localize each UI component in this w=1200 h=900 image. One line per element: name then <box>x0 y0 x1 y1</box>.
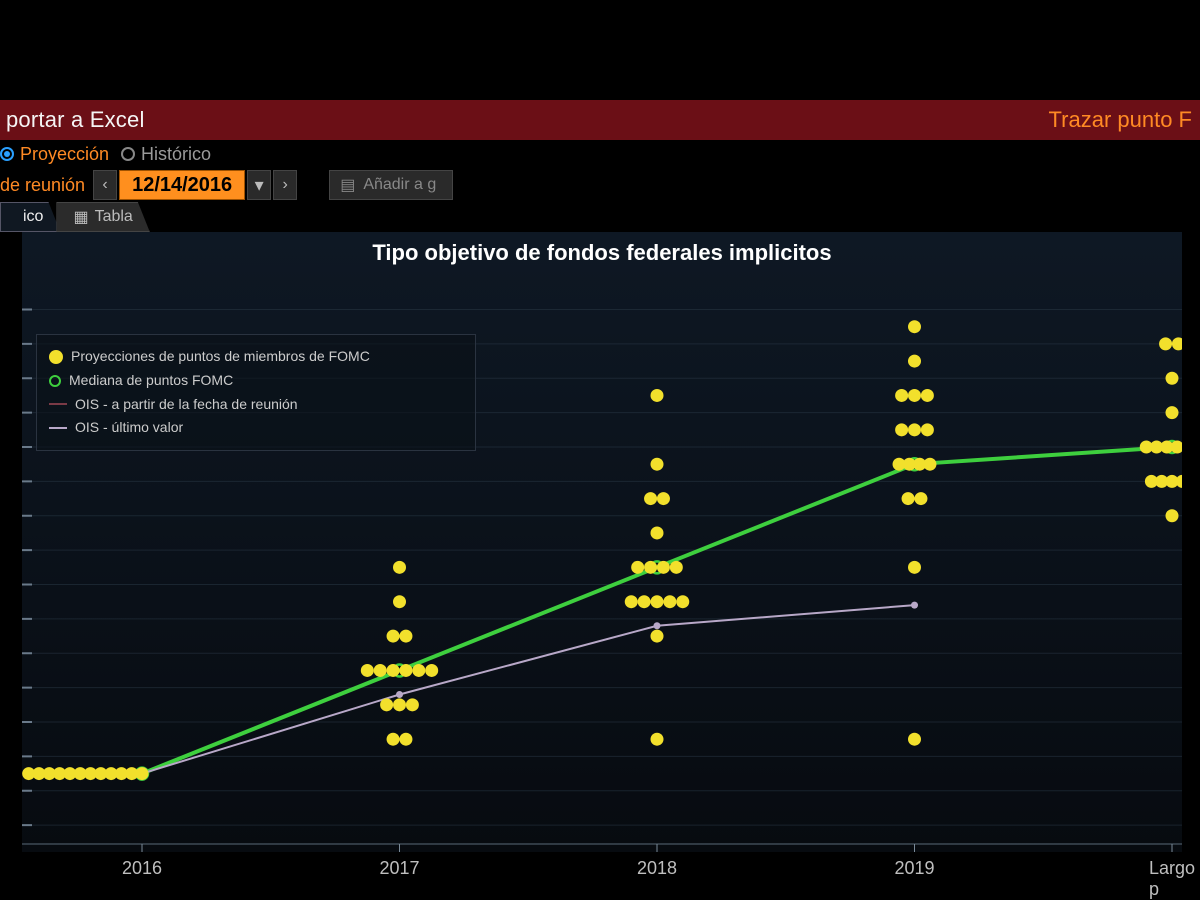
radio-dot-icon <box>121 147 135 161</box>
legend-label: OIS - a partir de la fecha de reunión <box>75 393 298 417</box>
legend-item: OIS - a partir de la fecha de reunión <box>49 393 463 417</box>
projection-radio-label: Proyección <box>20 144 109 165</box>
legend-label: OIS - último valor <box>75 416 183 440</box>
chevron-down-icon: ▾ <box>255 175 264 196</box>
x-tick-label: 2017 <box>379 858 419 879</box>
x-tick-label: 2019 <box>894 858 934 879</box>
chart-panel: Tipo objetivo de fondos federales implic… <box>22 232 1182 852</box>
tab-table-label: Tabla <box>95 208 133 226</box>
legend-swatch-dot <box>49 350 63 364</box>
legend-label: Mediana de puntos FOMC <box>69 369 233 393</box>
legend-item: OIS - último valor <box>49 416 463 440</box>
chart-legend: Proyecciones de puntos de miembros de FO… <box>36 334 476 451</box>
export-excel-button[interactable]: portar a Excel <box>0 107 163 133</box>
meeting-date-label: de reunión <box>0 175 91 196</box>
date-prev-button[interactable]: ‹ <box>93 170 117 200</box>
chevron-left-icon: ‹ <box>102 176 107 194</box>
meeting-date-row: de reunión ‹ 12/14/2016 ▾ › ▤ Añadir a g <box>0 168 453 202</box>
trace-point-label[interactable]: Trazar punto F <box>1049 107 1200 133</box>
tab-chart[interactable]: ico <box>0 202 60 232</box>
mode-radio-group: Proyección Histórico <box>0 140 211 168</box>
top-toolbar: portar a Excel Trazar punto F <box>0 100 1200 140</box>
legend-item: Proyecciones de puntos de miembros de FO… <box>49 345 463 369</box>
x-tick-label: Largo p <box>1149 858 1195 900</box>
legend-item: Mediana de puntos FOMC <box>49 369 463 393</box>
tab-chart-label: ico <box>23 208 43 226</box>
dot-plot-chart[interactable] <box>22 232 1182 852</box>
add-to-graph-button[interactable]: ▤ Añadir a g <box>329 170 453 200</box>
date-next-button[interactable]: › <box>273 170 297 200</box>
historic-radio[interactable]: Histórico <box>121 144 211 165</box>
x-axis: 2016 2017 2018 2019 Largo p <box>22 858 1182 888</box>
legend-swatch-ring <box>49 375 61 387</box>
legend-swatch-line <box>49 403 67 405</box>
chevron-right-icon: › <box>283 176 288 194</box>
radio-dot-icon <box>0 147 14 161</box>
historic-radio-label: Histórico <box>141 144 211 165</box>
date-dropdown-button[interactable]: ▾ <box>247 170 271 200</box>
table-icon: ▦ <box>73 207 88 227</box>
view-tabs: ico ▦ Tabla <box>0 202 260 232</box>
legend-label: Proyecciones de puntos de miembros de FO… <box>71 345 370 369</box>
legend-swatch-line <box>49 427 67 429</box>
add-to-graph-label: Añadir a g <box>363 176 436 194</box>
queue-icon: ▤ <box>340 175 355 195</box>
tab-table[interactable]: ▦ Tabla <box>56 202 149 232</box>
x-tick-label: 2016 <box>122 858 162 879</box>
projection-radio[interactable]: Proyección <box>0 144 109 165</box>
meeting-date-input[interactable]: 12/14/2016 <box>119 170 245 200</box>
x-tick-label: 2018 <box>637 858 677 879</box>
